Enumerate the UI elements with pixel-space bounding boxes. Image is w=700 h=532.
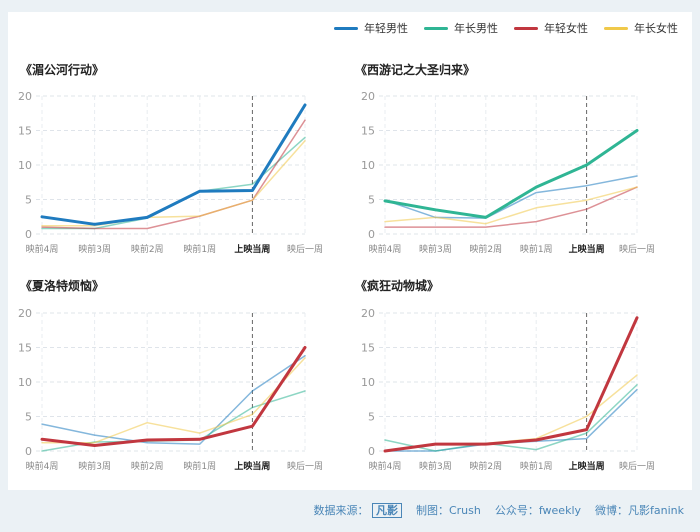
x-tick-label: 映前2周	[131, 243, 164, 255]
footer-source: 数据来源： 凡影	[313, 502, 402, 518]
legend-item-young-female[interactable]: 年轻女性	[514, 20, 588, 36]
legend-item-young-male[interactable]: 年轻男性	[334, 20, 408, 36]
x-tick-label: 映前1周	[520, 243, 553, 255]
y-tick-label: 15	[361, 342, 375, 355]
y-tick-label: 0	[368, 445, 375, 458]
chart-card: 年轻男性 年长男性 年轻女性 年长女性	[8, 12, 692, 490]
x-tick-label: 映前1周	[183, 460, 216, 472]
y-tick-label: 10	[18, 376, 32, 389]
footer-source-label: 数据来源：	[313, 504, 369, 517]
y-tick-label: 20	[361, 307, 375, 320]
y-tick-label: 20	[361, 90, 375, 103]
x-tick-label: 映前2周	[469, 243, 502, 255]
y-tick-label: 5	[368, 194, 375, 207]
series-line	[383, 129, 639, 219]
footer-weibo: 微博：凡影fanink	[595, 504, 684, 517]
x-tick-label: 映后一周	[287, 243, 323, 255]
y-tick-label: 20	[18, 90, 32, 103]
y-tick-label: 5	[25, 411, 32, 424]
footer: 数据来源： 凡影 制图：Crush 公众号：fweekly 微博：凡影fanin…	[313, 502, 684, 518]
x-tick-label: 映前3周	[419, 243, 452, 255]
x-tick-label: 映前4周	[26, 243, 59, 255]
series-line	[384, 186, 638, 228]
y-tick-label: 5	[25, 194, 32, 207]
series-line	[383, 316, 639, 453]
x-tick-label: 映后一周	[619, 460, 655, 472]
x-tick-label: 上映当周	[569, 460, 605, 472]
y-tick-label: 15	[18, 342, 32, 355]
legend-swatch	[514, 26, 538, 30]
legend-label: 年轻男性	[364, 22, 408, 35]
x-tick-label: 映前1周	[520, 460, 553, 472]
x-tick-label: 映前4周	[369, 460, 402, 472]
x-tick-label: 映后一周	[287, 460, 323, 472]
legend-label: 年轻女性	[544, 22, 588, 35]
legend-swatch	[334, 26, 358, 30]
series-line	[384, 175, 638, 219]
chart-title: 《夏洛特烦恼》	[20, 278, 104, 293]
x-tick-label: 映前4周	[369, 243, 402, 255]
series-line	[384, 186, 638, 225]
x-tick-label: 上映当周	[234, 243, 270, 255]
series-line	[384, 374, 638, 452]
series-line	[41, 136, 306, 230]
legend-label: 年长男性	[454, 22, 498, 35]
y-tick-label: 0	[368, 228, 375, 241]
footer-maker: 制图：Crush	[415, 504, 481, 517]
series-line	[41, 119, 306, 230]
legend-swatch	[424, 26, 448, 30]
y-tick-label: 10	[361, 159, 375, 172]
series-line	[40, 103, 307, 226]
x-tick-label: 映后一周	[619, 243, 655, 255]
series-line	[40, 346, 307, 447]
y-tick-label: 15	[361, 125, 375, 138]
x-tick-label: 映前3周	[78, 243, 111, 255]
footer-account: 公众号：fweekly	[494, 504, 582, 517]
y-tick-label: 5	[368, 411, 375, 424]
legend-item-old-male[interactable]: 年长男性	[424, 20, 498, 36]
chart-title: 《西游记之大圣归来》	[355, 62, 475, 77]
y-tick-label: 10	[18, 159, 32, 172]
legend: 年轻男性 年长男性 年轻女性 年长女性	[334, 20, 678, 36]
chart-title: 《疯狂动物城》	[355, 278, 439, 293]
y-tick-label: 0	[25, 228, 32, 241]
y-tick-label: 20	[18, 307, 32, 320]
series-line	[41, 140, 306, 227]
legend-swatch	[604, 26, 628, 30]
y-tick-label: 15	[18, 125, 32, 138]
fanying-logo: 凡影	[371, 503, 402, 518]
series-line	[384, 384, 638, 452]
series-line	[41, 355, 306, 445]
x-tick-label: 映前3周	[419, 460, 452, 472]
chart-title: 《湄公河行动》	[20, 62, 104, 77]
x-tick-label: 映前4周	[26, 460, 59, 472]
x-tick-label: 映前3周	[78, 460, 111, 472]
x-tick-label: 上映当周	[569, 243, 605, 255]
x-tick-label: 上映当周	[234, 460, 270, 472]
x-tick-label: 映前2周	[131, 460, 164, 472]
y-tick-label: 10	[361, 376, 375, 389]
y-tick-label: 0	[25, 445, 32, 458]
x-tick-label: 映前1周	[183, 243, 216, 255]
series-line	[41, 357, 306, 444]
legend-item-old-female[interactable]: 年长女性	[604, 20, 678, 36]
legend-label: 年长女性	[634, 22, 678, 35]
x-tick-label: 映前2周	[469, 460, 502, 472]
